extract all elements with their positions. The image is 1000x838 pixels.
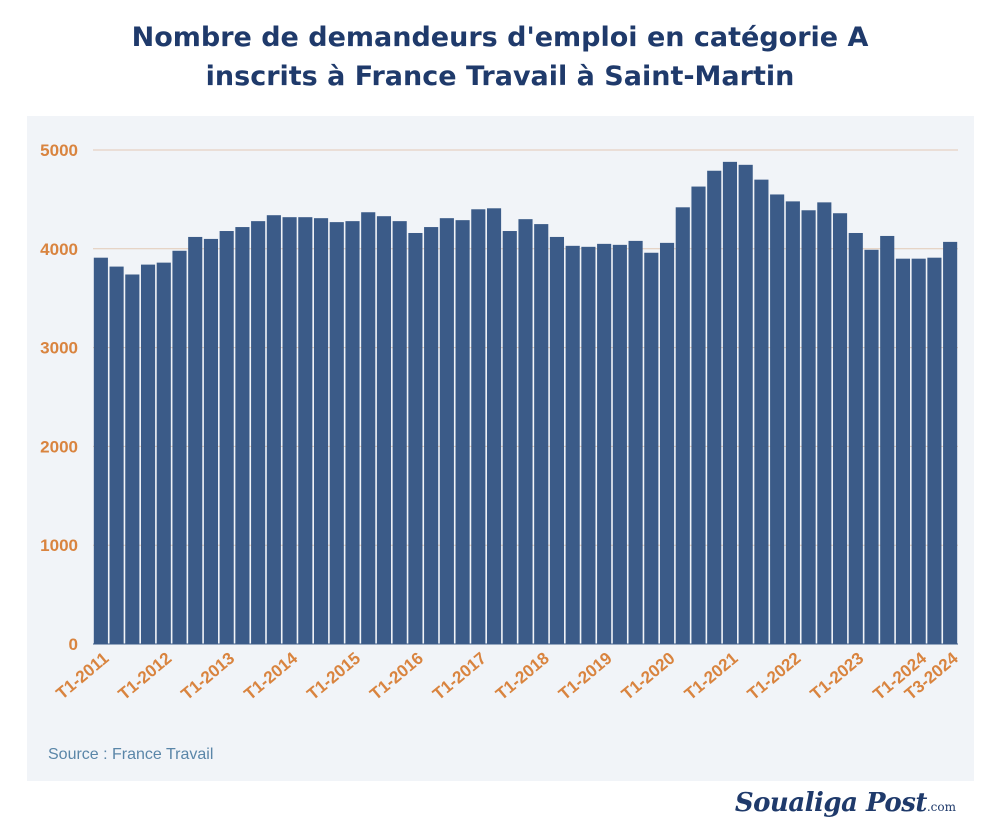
bar xyxy=(848,232,863,644)
x-tick-label: T1-2022 xyxy=(744,649,805,704)
bar xyxy=(895,258,911,644)
x-tick-label: T1-2011 xyxy=(52,649,112,704)
bar xyxy=(235,227,250,644)
x-tick-label: T1-2018 xyxy=(492,649,553,704)
bar xyxy=(266,215,281,644)
bar xyxy=(943,241,958,644)
bar xyxy=(534,224,549,644)
bar xyxy=(408,232,423,644)
bar xyxy=(188,236,203,644)
bar xyxy=(880,235,895,644)
x-tick-label: T1-2014 xyxy=(240,648,301,704)
bar xyxy=(140,264,156,644)
bar xyxy=(675,207,690,644)
logo-text: Soualiga Post xyxy=(734,788,928,818)
bar xyxy=(219,231,234,645)
x-tick-label: T1-2023 xyxy=(807,649,868,704)
bar xyxy=(392,221,407,645)
y-tick-label: 5000 xyxy=(40,141,78,160)
y-tick-label: 1000 xyxy=(40,536,78,555)
bar xyxy=(172,250,187,644)
bar xyxy=(345,221,360,645)
x-tick-label: T1-2015 xyxy=(303,649,364,704)
bar xyxy=(801,210,816,644)
bar xyxy=(93,257,108,644)
bar xyxy=(502,231,517,645)
bar xyxy=(612,244,627,644)
bar xyxy=(518,219,533,644)
bar xyxy=(125,274,140,644)
bar xyxy=(597,243,612,645)
title-line-1: Nombre de demandeurs d'emploi en catégor… xyxy=(131,22,869,53)
bar xyxy=(313,218,329,644)
chart-title: Nombre de demandeurs d'emploi en catégor… xyxy=(0,18,1000,96)
bar xyxy=(439,218,454,644)
x-tick-label: T1-2013 xyxy=(178,649,239,704)
bar xyxy=(864,249,879,644)
logo-suffix: .com xyxy=(926,800,956,814)
logo: Soualiga Post.com xyxy=(735,788,956,818)
bar xyxy=(659,242,675,644)
bar xyxy=(376,216,392,645)
bar xyxy=(156,262,171,644)
x-tick-label: T1-2019 xyxy=(555,649,616,704)
bar xyxy=(785,201,800,644)
source-note: Source : France Travail xyxy=(48,746,214,763)
bar xyxy=(424,227,439,644)
y-tick-label: 2000 xyxy=(40,437,78,456)
bar xyxy=(817,202,832,644)
bar xyxy=(329,222,344,644)
bar xyxy=(251,221,266,645)
bar xyxy=(549,236,565,644)
bar xyxy=(770,194,785,644)
bar xyxy=(911,258,926,644)
x-tick-label: T1-2016 xyxy=(366,649,427,704)
title-line-2: inscrits à France Travail à Saint-Martin xyxy=(205,61,795,92)
bar xyxy=(722,161,738,644)
bar xyxy=(581,246,596,644)
bar xyxy=(455,220,470,644)
y-tick-label: 0 xyxy=(69,635,78,654)
bar xyxy=(927,257,942,644)
bar xyxy=(109,266,124,644)
bar xyxy=(832,213,848,644)
bar xyxy=(565,245,580,644)
x-tick-label: T1-2012 xyxy=(115,649,176,704)
bar xyxy=(471,209,486,644)
y-tick-label: 4000 xyxy=(40,240,78,259)
bar xyxy=(282,217,297,644)
bar xyxy=(707,170,722,645)
bar xyxy=(738,164,753,644)
bar xyxy=(298,217,313,644)
x-tick-label: T1-2021 xyxy=(681,649,742,704)
bar xyxy=(486,208,502,645)
bar xyxy=(628,240,643,644)
bar xyxy=(361,212,376,644)
y-tick-label: 3000 xyxy=(40,339,78,358)
x-tick-label: T1-2017 xyxy=(429,649,490,704)
bar xyxy=(644,252,659,644)
bar xyxy=(691,186,706,644)
x-tick-label: T1-2020 xyxy=(618,649,679,704)
bar xyxy=(754,179,769,644)
bar xyxy=(203,238,219,645)
